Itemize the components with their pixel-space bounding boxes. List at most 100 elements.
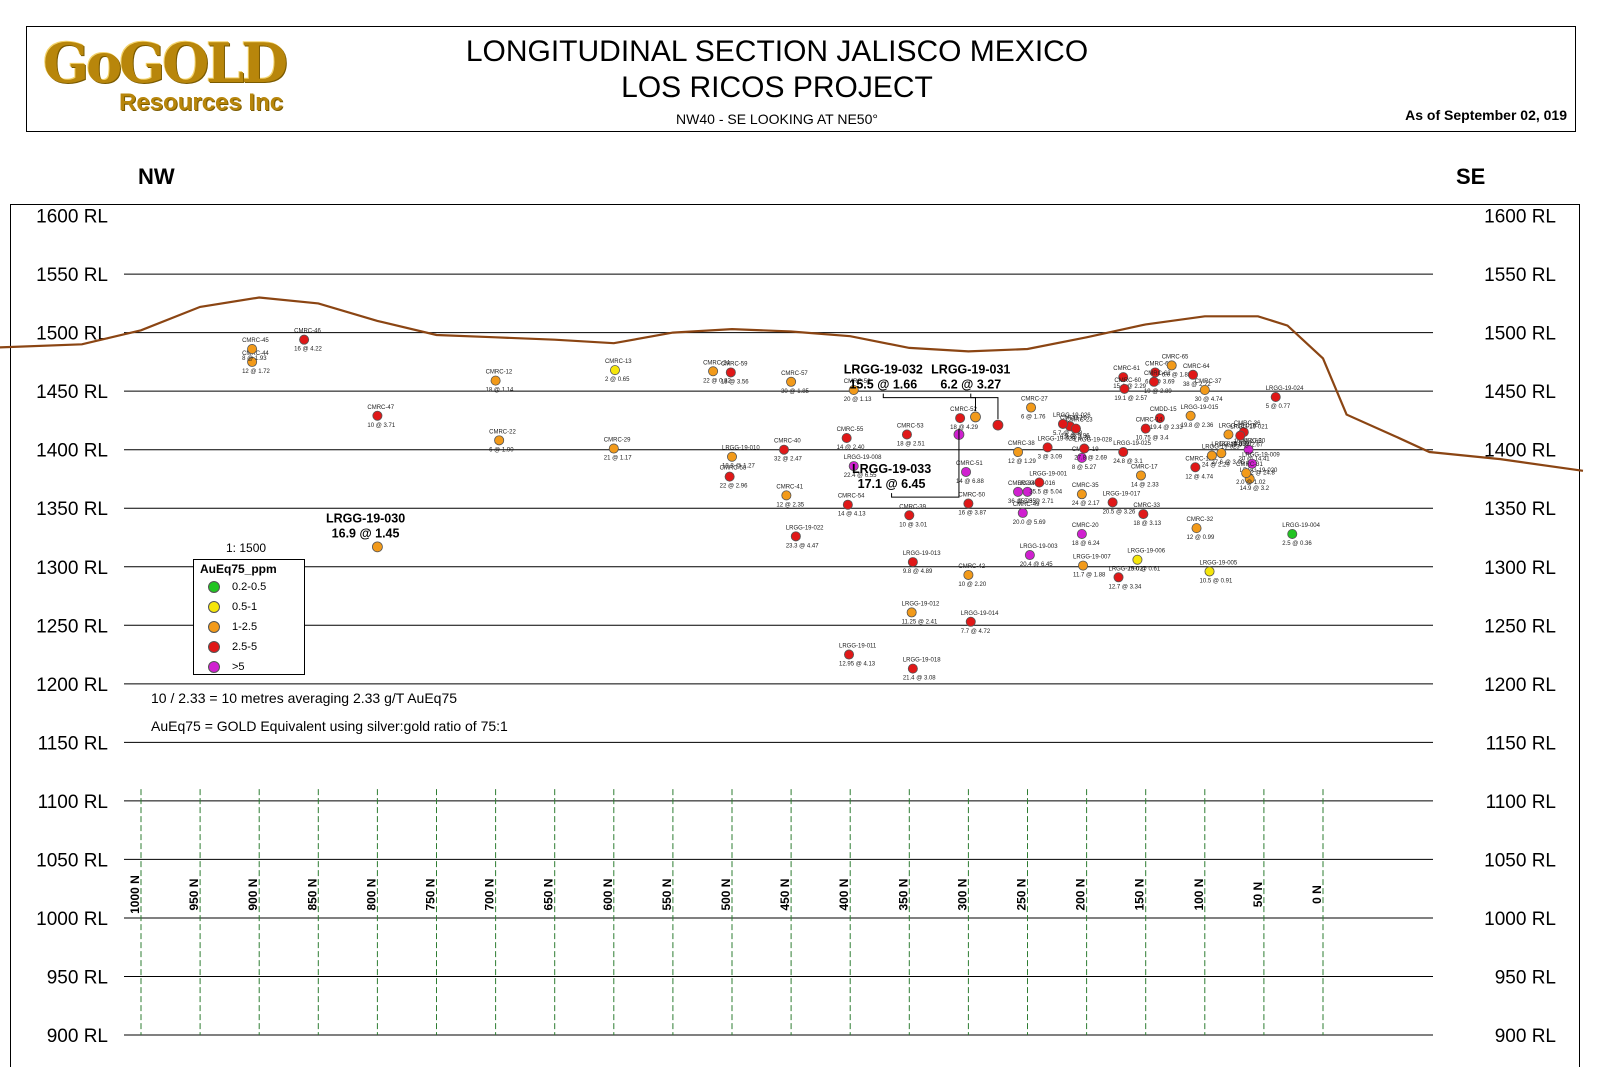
drillhole-name-label: CMRC-40 xyxy=(774,439,801,445)
drillhole-grade-label: 3 @ 3.09 xyxy=(1038,454,1063,460)
elevation-label-left: 1100 RL xyxy=(38,792,108,813)
drillhole-grade-label: 10.5 @ 0.91 xyxy=(1200,578,1233,584)
drillhole-name-label: CMRC-18 xyxy=(1185,456,1212,462)
drillhole-name-label: CMRC-24 xyxy=(703,360,730,366)
drillhole-grade-label: 2.0 @ 1.02 xyxy=(1236,480,1266,486)
drillhole-intercept-marker xyxy=(608,443,619,454)
drillhole-name-label: CMRC-49 xyxy=(1013,502,1040,508)
drillhole-intercept-marker xyxy=(1119,383,1130,394)
drillhole-intercept-marker xyxy=(247,344,258,355)
drillhole-intercept-marker xyxy=(247,356,258,367)
highlight-hole-name: LRGG-19-030 xyxy=(326,511,405,525)
drillhole-grade-label: 22.4 @ 6.55 xyxy=(844,473,877,479)
elevation-label-left: 1450 RL xyxy=(36,382,108,403)
drillhole-intercept-marker xyxy=(907,557,918,568)
drillhole-grade-label: 2 @ 0.65 xyxy=(605,377,630,383)
drillhole-name-label: LRGG-19-017 xyxy=(1103,491,1141,497)
drillhole-grade-label: 7.7 @ 4.72 xyxy=(961,629,991,635)
drillhole-name-label: LRGG-19-011 xyxy=(839,644,877,650)
elevation-label-right: 1000 RL xyxy=(1484,909,1556,930)
drillhole-intercept-marker xyxy=(1166,360,1177,371)
direction-nw-label: NW xyxy=(138,164,175,189)
drillhole-intercept-marker xyxy=(1270,392,1281,403)
drillhole-intercept-marker xyxy=(1070,423,1081,434)
elevation-label-right: 1550 RL xyxy=(1484,265,1556,286)
drillhole-intercept-marker xyxy=(1187,369,1198,380)
drillhole-intercept-marker xyxy=(781,490,792,501)
drillhole-grade-label: 10 @ 3.71 xyxy=(367,423,395,429)
drillhole-grade-label: 14 @ 2.33 xyxy=(1131,482,1159,488)
drillhole-name-label: LRGG-19-026 xyxy=(1053,413,1091,419)
northing-label: 200 N xyxy=(1074,879,1088,911)
drillhole-intercept-marker xyxy=(1034,477,1045,488)
drillhole-grade-label: 15.25 @ 2.71 xyxy=(1018,499,1055,505)
drillhole-grade-label: 4.5 @ 9.96 xyxy=(1060,433,1090,439)
elevation-label-left: 1250 RL xyxy=(36,616,108,637)
drillhole-grade-label: 10 @ 2.20 xyxy=(958,582,986,588)
northing-label: 600 N xyxy=(601,879,615,911)
legend-title: AuEq75_ppm xyxy=(200,562,277,576)
drillhole-name-label: LRGG-19-013 xyxy=(903,551,941,557)
drillhole-grade-label: 9.8 @ 4.89 xyxy=(903,569,933,575)
drillhole-intercept-marker xyxy=(1235,430,1246,441)
drillhole-intercept-marker xyxy=(1013,486,1024,497)
legend-label: 1-2.5 xyxy=(232,621,258,633)
drillhole-grade-label: 18 @ 4.29 xyxy=(950,425,978,431)
drillhole-name-label: CMRC-20 xyxy=(1072,523,1099,529)
drillhole-name-label: CMRC-35 xyxy=(1072,483,1099,489)
drillhole-grade-label: 2.5 @ 0.36 xyxy=(1282,541,1312,547)
drillhole-grade-label: 8 @ 5.27 xyxy=(1072,465,1097,471)
page-title-line1: LONGITUDINAL SECTION JALISCO MEXICO xyxy=(465,35,1089,68)
drillhole-name-label: CMRC-41 xyxy=(776,484,803,490)
drillhole-intercept-marker xyxy=(490,375,501,386)
legend-swatch-magenta xyxy=(208,661,220,673)
drillhole-intercept-marker xyxy=(1118,372,1129,383)
elevation-label-right: 1400 RL xyxy=(1484,441,1556,462)
grade-legend: AuEq75_ppm 0.2-0.5 0.5-1 1-2.5 2.5-5 >5 xyxy=(193,559,305,675)
drillhole-intercept-marker xyxy=(844,649,855,660)
northing-label: 500 N xyxy=(719,879,733,911)
drillhole-intercept-marker xyxy=(725,367,736,378)
drillhole-intercept-marker xyxy=(1017,507,1028,518)
highlight-leader-line xyxy=(891,428,960,498)
drillhole-intercept-marker xyxy=(708,366,719,377)
highlight-grade-value: 15.5 @ 1.66 xyxy=(849,378,917,392)
elevation-label-left: 1150 RL xyxy=(38,733,108,754)
drillhole-intercept-marker xyxy=(1223,429,1234,440)
drillhole-name-label: LRGG-19-022 xyxy=(786,525,824,531)
drillhole-intercept-marker xyxy=(1042,442,1053,453)
drillhole-name-label: CMRC-62 xyxy=(1144,371,1171,377)
northing-label: 350 N xyxy=(896,879,910,911)
drillhole-intercept-marker xyxy=(1022,486,1033,497)
northing-label: 150 N xyxy=(1133,879,1147,911)
drillhole-name-label: LRGG-19-027 xyxy=(1109,566,1147,572)
elevation-label-right: 1200 RL xyxy=(1484,675,1556,696)
drillhole-name-label: LRGG-19-019 xyxy=(1218,423,1256,429)
legend-item: 1-2.5 xyxy=(208,618,257,636)
drillhole-intercept-marker xyxy=(963,498,974,509)
legend-label: 0.5-1 xyxy=(232,601,258,613)
legend-swatch-red xyxy=(208,641,220,653)
drillhole-intercept-marker xyxy=(904,510,915,521)
drillhole-grade-label: 6 @ 1.90 xyxy=(489,447,514,453)
highlight-leader-line xyxy=(970,393,999,420)
drillhole-name-label: CMRC-45 xyxy=(242,338,269,344)
drillhole-name-label: LRGG-19-025 xyxy=(1113,441,1151,447)
northing-label: 0 N xyxy=(1310,885,1324,904)
legend-swatch-orange xyxy=(208,621,220,633)
drillhole-name-label: CMRC-17 xyxy=(1131,464,1158,470)
highlight-intercept-marker xyxy=(992,419,1004,431)
elevation-label-right: 1050 RL xyxy=(1484,850,1556,871)
elevation-label-left: 900 RL xyxy=(47,1026,108,1047)
drillhole-grade-label: 10 @ 2.65 xyxy=(1234,439,1262,445)
highlight-grade-value: 17.1 @ 6.45 xyxy=(858,477,926,491)
drillhole-name-label: LRGG-19-002 xyxy=(1211,442,1249,448)
drillhole-name-label: LRGG-19-004 xyxy=(1282,523,1320,529)
elevation-label-right: 900 RL xyxy=(1495,1026,1556,1047)
drillhole-grade-label: 21.4 @ 3.08 xyxy=(903,676,936,682)
drillhole-intercept-marker xyxy=(1191,523,1202,534)
drillhole-grade-label: 10 @ 3.01 xyxy=(899,522,927,528)
drillhole-intercept-marker xyxy=(1140,423,1151,434)
drillhole-name-label: LRGG-19-008 xyxy=(844,455,882,461)
legend-swatch-yellow xyxy=(208,601,220,613)
